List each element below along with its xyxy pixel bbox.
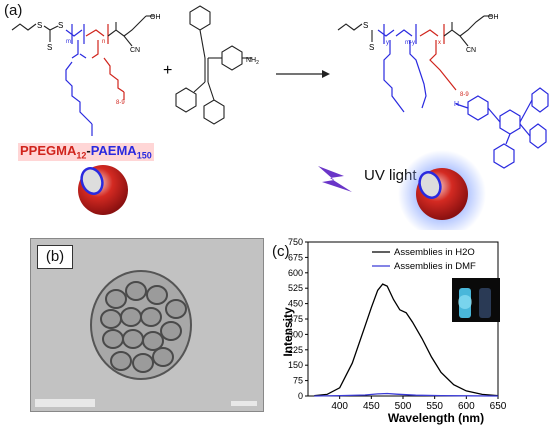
x-tick-label: 400 — [331, 401, 348, 412]
series-line-h2o — [314, 283, 499, 397]
x-tick-label: 500 — [395, 401, 412, 412]
svg-text:S: S — [363, 21, 368, 30]
svg-text:S: S — [58, 21, 63, 30]
svg-text:S: S — [369, 43, 374, 52]
nh2-label: NH2 — [246, 57, 259, 66]
right-sub-8-9: 8-9 — [460, 92, 469, 98]
panel-c-label: (c) — [272, 243, 290, 260]
x-ticks: 400 450 500 550 600 650 — [331, 396, 507, 412]
right-sub-x: x — [438, 40, 441, 46]
chart-legend: Assemblies in H2O Assemblies in DMF — [372, 247, 476, 272]
left-oh: OH — [150, 14, 161, 21]
emission-spectrum-chart: 400 450 500 550 600 650 0 75 150 225 300 375 450 525… — [281, 237, 507, 425]
x-tick-label: 550 — [426, 401, 443, 412]
micelle-right — [398, 150, 486, 230]
tem-image: (b) — [30, 238, 264, 412]
uv-lightning-icon — [318, 166, 352, 192]
y-tick-label: 450 — [288, 299, 303, 309]
x-tick-label: 650 — [490, 401, 507, 412]
y-tick-label: 300 — [288, 329, 303, 339]
y-tick-label: 225 — [288, 345, 303, 355]
chart-series — [314, 283, 499, 397]
y-tick-label: 525 — [288, 283, 303, 293]
left-sub-n: n — [102, 39, 105, 45]
svg-text:S: S — [47, 43, 52, 52]
svg-text:S: S — [37, 21, 42, 30]
right-polymer-structure: S S — [337, 15, 549, 169]
y-tick-label: 150 — [288, 360, 303, 370]
y-tick-label: 0 — [298, 391, 303, 401]
reaction-scheme: S S S m — [11, 5, 549, 230]
right-cn: CN — [466, 47, 476, 54]
y-axis-label: Intensity — [281, 307, 295, 357]
y-tick-label: 75 — [293, 376, 303, 386]
right-sub-my: m-y — [405, 40, 415, 46]
polymer-name: PPEGMA12-PAEMA150 — [18, 143, 154, 161]
y-tick-label: 675 — [288, 252, 303, 262]
left-sub-m: m — [66, 39, 71, 45]
tpe-nh2-structure — [175, 5, 252, 125]
panel-b-label: (b) — [37, 245, 73, 269]
series-line-dmf — [314, 392, 499, 397]
plus-sign: + — [163, 62, 172, 79]
legend-label-dmf: Assemblies in DMF — [394, 261, 476, 272]
right-oh: OH — [488, 14, 499, 21]
x-tick-label: 600 — [458, 401, 475, 412]
left-polymer-structure: S S S — [11, 15, 154, 136]
y-tick-label: 750 — [288, 237, 303, 247]
micelle-left — [78, 165, 128, 215]
panel-a-label: (a) — [4, 2, 23, 19]
left-sub-8-9: 8-9 — [116, 100, 125, 106]
x-axis-label: Wavelength (nm) — [388, 411, 484, 425]
left-cn: CN — [130, 47, 140, 54]
y-tick-label: 600 — [288, 268, 303, 278]
reaction-arrow — [276, 70, 330, 78]
y-ticks: 0 75 150 225 300 375 450 525 600 675 750 — [288, 237, 308, 401]
vial-photo-inset — [452, 278, 500, 322]
x-tick-label: 450 — [363, 401, 380, 412]
y-tick-label: 375 — [288, 314, 303, 324]
legend-label-h2o: Assemblies in H2O — [394, 247, 475, 258]
right-hn-label: H — [454, 101, 459, 108]
right-sub-y: y — [386, 40, 389, 46]
